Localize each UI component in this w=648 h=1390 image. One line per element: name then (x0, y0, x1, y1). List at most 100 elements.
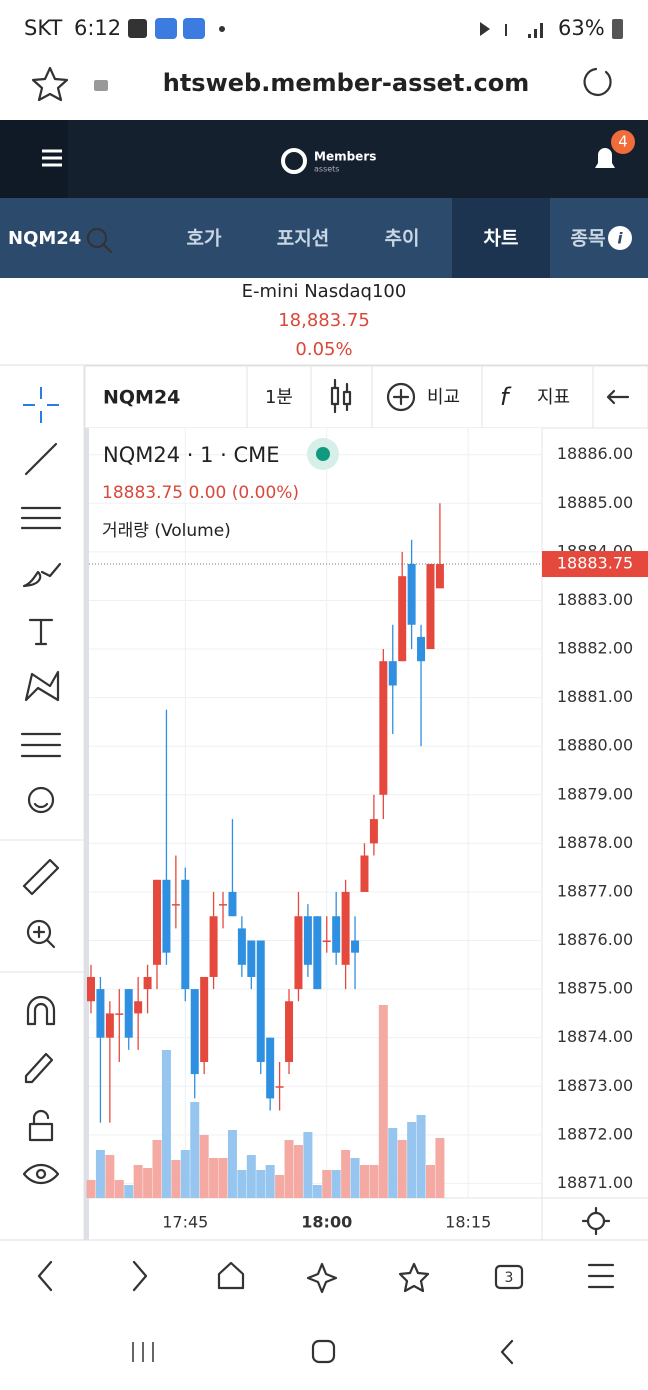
volume-bar (95, 1150, 105, 1198)
candle-body (313, 916, 322, 990)
candle-body (228, 891, 237, 917)
status-icons (480, 22, 543, 38)
home-sys-button[interactable] (311, 1339, 336, 1364)
candle-body (322, 940, 331, 943)
clock: 6:12 (74, 16, 121, 40)
indicator[interactable]: 지표 (537, 387, 570, 408)
candle-body (153, 879, 162, 965)
search-button[interactable] (86, 227, 113, 254)
carrier: SKT (24, 16, 62, 40)
visibility-tool[interactable] (22, 1163, 60, 1185)
tabs-button[interactable] (494, 1264, 524, 1290)
nav-active (452, 198, 550, 278)
volume-bar (237, 1170, 247, 1198)
lock-draw-tool[interactable] (24, 1052, 54, 1084)
y-tick-label: 18879.00 (557, 784, 633, 803)
notif-icon (128, 19, 147, 38)
candle-body (256, 940, 265, 1062)
volume-bar (227, 1130, 237, 1198)
ai-button[interactable] (306, 1262, 338, 1294)
notif-icon (155, 18, 177, 39)
bell-button[interactable] (595, 148, 615, 168)
candle-body (162, 879, 171, 953)
settings-button[interactable] (581, 1206, 611, 1236)
volume-bar (293, 1145, 303, 1198)
candle-body (219, 904, 228, 906)
badge-count: 4 (618, 133, 628, 151)
volume-bar (407, 1122, 417, 1198)
back-sys-button[interactable] (500, 1339, 514, 1365)
ruler-tool[interactable] (22, 858, 60, 896)
volume-bar (416, 1115, 426, 1198)
volume-bar (256, 1170, 266, 1198)
toolbar-symbol[interactable]: NQM24 (103, 387, 180, 409)
prediction-tool[interactable] (20, 732, 62, 758)
pattern-tool[interactable] (24, 670, 60, 702)
y-tick-label: 18877.00 (557, 881, 633, 900)
zoom-tool[interactable] (26, 919, 56, 949)
volume-bar (133, 1165, 143, 1198)
nav-tab[interactable]: 차트 (484, 228, 519, 250)
y-tick-label: 18875.00 (557, 979, 633, 998)
volume-bar (218, 1158, 228, 1198)
compare[interactable]: 비교 (427, 387, 460, 408)
candle-body (237, 928, 246, 965)
legend-title: NQM24 · 1 · CME (103, 443, 280, 467)
volume-bar (246, 1155, 256, 1198)
reload-button[interactable] (583, 67, 612, 96)
magnet-tool[interactable] (26, 995, 56, 1026)
volume-bar (86, 1180, 96, 1198)
back-button[interactable] (37, 1260, 53, 1292)
volume-bar (161, 1050, 171, 1198)
emoji-tool[interactable] (27, 786, 55, 814)
crosshair-tool[interactable] (23, 387, 59, 423)
candle-type-button[interactable] (330, 378, 352, 414)
badge (611, 130, 635, 154)
menu-button[interactable] (587, 1263, 615, 1289)
fib-tool[interactable] (20, 506, 62, 530)
y-tick-label: 18874.00 (557, 1027, 633, 1046)
candle-body (379, 661, 388, 795)
logo-mark (281, 148, 307, 174)
bookmarks-button[interactable] (398, 1262, 430, 1293)
notif-dot (219, 26, 225, 32)
nav-tab[interactable]: 호가 (187, 228, 222, 250)
last-price-tag (542, 551, 648, 578)
menu-button[interactable] (42, 149, 62, 167)
scroll-edge (84, 428, 89, 1240)
url[interactable]: htsweb.member-asset.com (163, 69, 530, 97)
candle-body (417, 636, 426, 662)
compare-icon[interactable] (386, 382, 416, 412)
nav-tab[interactable]: 포지션 (277, 228, 329, 250)
status-dot (316, 447, 330, 461)
star-button[interactable] (31, 66, 69, 102)
undo-button[interactable] (606, 389, 630, 405)
info-i: i (617, 230, 623, 248)
y-tick-label: 18878.00 (557, 833, 633, 852)
text-tool[interactable] (28, 618, 54, 646)
candle-body (332, 916, 341, 953)
volume-bar (124, 1185, 134, 1198)
quote-bg (0, 278, 648, 365)
home-button[interactable] (217, 1261, 245, 1290)
recents-button[interactable] (132, 1342, 154, 1362)
interval[interactable]: 1분 (265, 387, 293, 408)
volume-bar (331, 1170, 341, 1198)
brush-tool[interactable] (22, 562, 62, 588)
volume-bar (341, 1150, 351, 1198)
line-tool[interactable] (24, 442, 58, 476)
bottom-bg (0, 1240, 648, 1390)
nav-tab[interactable]: 종목 (571, 228, 606, 250)
y-tick-label: 18886.00 (557, 444, 633, 463)
forward-button[interactable] (132, 1260, 148, 1292)
tabs-count: 3 (505, 1270, 514, 1286)
lock-tool[interactable] (28, 1109, 54, 1142)
candle-body (360, 855, 369, 892)
volume-bar (152, 1140, 162, 1198)
nav-symbol[interactable]: NQM24 (8, 228, 81, 249)
candle-body (266, 1037, 275, 1099)
x-tick-label: 17:45 (162, 1213, 208, 1232)
nav-tab[interactable]: 추이 (385, 228, 420, 250)
